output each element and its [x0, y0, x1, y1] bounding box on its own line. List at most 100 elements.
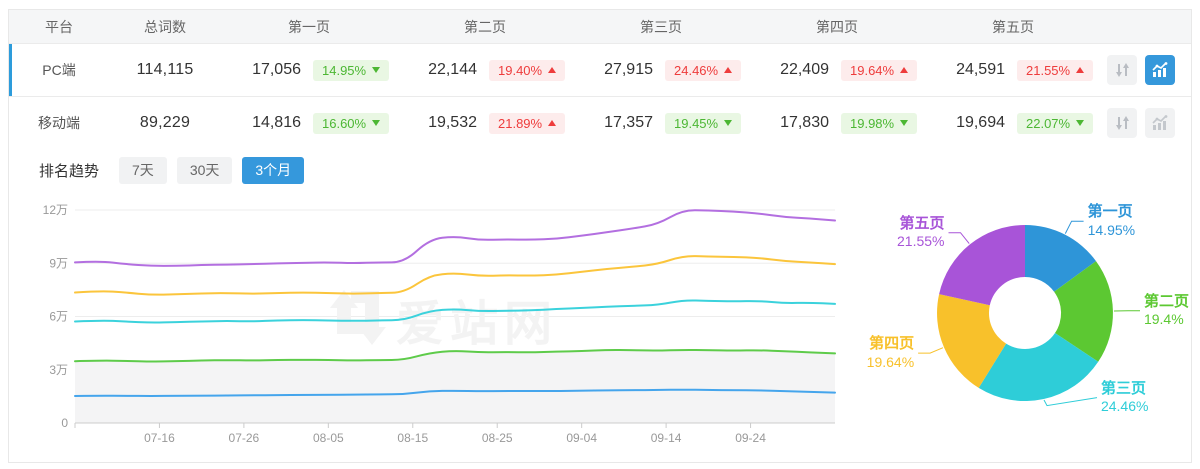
donut-label-page-1: 第一页 14.95% — [1088, 204, 1135, 238]
donut-label-percent: 19.64% — [866, 353, 915, 370]
arrow-up-icon — [548, 120, 557, 126]
rank-table: 平台 总词数 第一页 第二页 第三页 第四页 第五页 PC端 114,115 17,056 1… — [9, 10, 1191, 149]
sort-button[interactable] — [1107, 108, 1137, 138]
page-count-value: 19,694 — [956, 114, 1005, 131]
donut-label-name: 第四页 — [869, 335, 915, 353]
donut-label-name: 第三页 — [1100, 379, 1146, 397]
sort-icon — [1115, 63, 1129, 77]
column-header: 第四页 — [816, 18, 858, 35]
x-axis-tick-label: 08-15 — [397, 431, 428, 445]
sort-icon — [1115, 116, 1129, 130]
tab-7天[interactable]: 7天 — [119, 157, 167, 184]
series-line-page-1 — [74, 388, 836, 397]
trend-section-title: 排名趋势 — [39, 162, 100, 180]
donut-label-line — [948, 232, 970, 244]
donut-label-percent: 14.95% — [1087, 221, 1136, 238]
tab-30天[interactable]: 30天 — [176, 157, 233, 184]
area-fill — [75, 349, 835, 423]
page-change-cell: 22.07% — [1011, 112, 1101, 134]
page-change-cell: 21.55% — [1011, 59, 1101, 81]
platform-label: 移动端 — [38, 115, 80, 131]
row-actions — [1101, 108, 1191, 138]
donut-slice-page-3 — [978, 333, 1099, 402]
page-count-value: 24,591 — [956, 61, 1005, 78]
trend-toolbar: 排名趋势 7天 30天 3个月 — [39, 157, 314, 184]
x-axis-tick-label: 08-25 — [482, 431, 513, 445]
page-count-value: 22,144 — [428, 61, 477, 78]
page-count-value: 17,357 — [604, 114, 653, 131]
watermark-text: 爱站网 — [396, 298, 558, 351]
page-count-value: 22,409 — [780, 61, 829, 78]
y-axis-tick-label: 3万 — [49, 363, 68, 377]
table-row[interactable]: PC端 114,115 17,056 14.95% 22,144 19.40% 2… — [9, 43, 1191, 96]
trend-tabs: 7天 30天 3个月 — [119, 157, 314, 184]
change-badge: 14.95% — [313, 59, 390, 81]
donut-label-line — [1064, 220, 1084, 234]
donut-slice-page-2 — [1054, 261, 1113, 362]
x-axis-tick-label: 09-14 — [651, 431, 682, 445]
rank-table-header: 平台 总词数 第一页 第二页 第三页 第四页 第五页 — [9, 10, 1191, 43]
column-header: 第五页 — [992, 18, 1034, 35]
change-badge: 21.55% — [1017, 59, 1094, 81]
donut-label-line — [1043, 397, 1098, 407]
column-header: 第一页 — [288, 18, 330, 35]
page-change-cell: 19.45% — [659, 112, 749, 134]
change-badge: 22.07% — [1017, 112, 1094, 134]
page-change-cell: 21.89% — [483, 112, 573, 134]
arrow-down-icon — [724, 120, 733, 126]
donut-label-name: 第一页 — [1087, 203, 1133, 221]
page-count-value: 17,830 — [780, 114, 829, 131]
series-line-page-3 — [74, 299, 836, 324]
y-axis-tick-label: 12万 — [43, 203, 68, 217]
page-change-cell: 19.64% — [835, 59, 925, 81]
change-badge: 21.89% — [489, 112, 566, 134]
arrow-down-icon — [372, 120, 381, 126]
donut-label-line — [918, 347, 944, 354]
donut-label-percent: 21.55% — [897, 233, 945, 250]
page-change-cell: 24.46% — [659, 59, 749, 81]
page-count-value: 14,816 — [252, 114, 301, 131]
donut-label-page-4: 第四页 19.64% — [867, 336, 914, 370]
y-axis-tick-label: 6万 — [49, 310, 68, 324]
sort-button[interactable] — [1107, 55, 1137, 85]
x-axis-tick-label: 08-05 — [313, 431, 344, 445]
page-count-value: 17,056 — [252, 61, 301, 78]
series-line-page-4 — [74, 255, 836, 296]
total-words-value: 114,115 — [136, 61, 194, 78]
donut-slice-page-4 — [937, 294, 1007, 388]
x-axis-tick-label: 09-04 — [566, 431, 597, 445]
rank-table-body: PC端 114,115 17,056 14.95% 22,144 19.40% 2… — [9, 43, 1191, 149]
row-actions — [1101, 55, 1191, 85]
arrow-up-icon — [1076, 67, 1085, 73]
trend-chart-button[interactable] — [1145, 55, 1175, 85]
donut-label-percent: 19.4% — [1143, 311, 1184, 328]
column-header: 总词数 — [144, 18, 186, 35]
column-header: 第二页 — [464, 18, 506, 35]
x-axis-tick-label: 09-24 — [735, 431, 766, 445]
tab-3个月[interactable]: 3个月 — [242, 157, 305, 184]
trend-chart-icon — [1152, 115, 1168, 130]
series-line-page-5 — [74, 209, 836, 267]
donut-label-percent: 24.46% — [1100, 398, 1149, 415]
arrow-up-icon — [548, 67, 557, 73]
total-words-value: 89,229 — [139, 114, 191, 131]
column-header: 第三页 — [640, 18, 682, 35]
column-header: 平台 — [45, 18, 73, 35]
donut-slice-page-5 — [939, 225, 1025, 306]
arrow-up-icon — [900, 67, 909, 73]
trend-chart-icon — [1152, 62, 1168, 77]
keyword-rank-panel: 平台 总词数 第一页 第二页 第三页 第四页 第五页 PC端 114,115 17,056 1… — [8, 9, 1192, 463]
donut-label-name: 第二页 — [1143, 292, 1189, 310]
page-change-cell: 19.40% — [483, 59, 573, 81]
y-axis-tick-label: 9万 — [49, 256, 68, 270]
table-row[interactable]: 移动端 89,229 14,816 16.60% 19,532 21.89% 17… — [9, 96, 1191, 149]
platform-label: PC端 — [42, 62, 76, 78]
change-badge: 19.98% — [841, 112, 918, 134]
donut-chart — [918, 220, 1140, 407]
trend-chart-button[interactable] — [1145, 108, 1175, 138]
page-count-value: 19,532 — [428, 114, 477, 131]
x-axis-tick-label: 07-16 — [144, 431, 175, 445]
arrow-down-icon — [1076, 120, 1085, 126]
arrow-up-icon — [724, 67, 733, 73]
change-badge: 19.64% — [841, 59, 918, 81]
